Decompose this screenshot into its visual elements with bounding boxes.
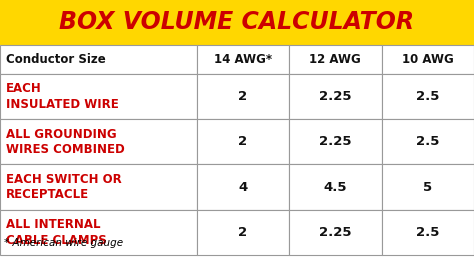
Bar	[0, 45, 197, 74]
Bar	[197, 119, 289, 164]
Bar	[0, 119, 197, 164]
Bar	[0, 164, 197, 210]
Text: BOX VOLUME CALCULATOR: BOX VOLUME CALCULATOR	[59, 10, 415, 34]
Bar	[197, 164, 289, 210]
Text: 2.25: 2.25	[319, 135, 352, 148]
Text: 2: 2	[238, 226, 247, 239]
Text: 2: 2	[238, 135, 247, 148]
Bar	[382, 74, 474, 119]
Text: * American wire gauge: * American wire gauge	[4, 238, 123, 248]
Text: 4: 4	[238, 181, 247, 194]
Bar	[382, 210, 474, 255]
Bar	[289, 210, 382, 255]
Text: 2.5: 2.5	[416, 135, 439, 148]
Text: 2.25: 2.25	[319, 90, 352, 103]
Bar	[197, 45, 289, 74]
Bar	[0, 74, 197, 119]
Text: ALL GROUNDING
WIRES COMBINED: ALL GROUNDING WIRES COMBINED	[6, 128, 125, 156]
Text: Conductor Size: Conductor Size	[6, 53, 105, 66]
Bar	[289, 45, 382, 74]
Bar	[289, 119, 382, 164]
Bar	[382, 164, 474, 210]
Text: 2: 2	[238, 90, 247, 103]
Bar	[382, 45, 474, 74]
Text: 10 AWG: 10 AWG	[402, 53, 454, 66]
Bar	[197, 210, 289, 255]
Bar	[289, 74, 382, 119]
Bar	[0, 0, 474, 45]
Text: 2.5: 2.5	[416, 90, 439, 103]
Text: EACH SWITCH OR
RECEPTACLE: EACH SWITCH OR RECEPTACLE	[6, 173, 121, 201]
Text: 4.5: 4.5	[324, 181, 347, 194]
Text: 2.5: 2.5	[416, 226, 439, 239]
Bar	[289, 164, 382, 210]
Text: 14 AWG*: 14 AWG*	[214, 53, 272, 66]
Text: EACH
INSULATED WIRE: EACH INSULATED WIRE	[6, 82, 118, 111]
Text: 2.25: 2.25	[319, 226, 352, 239]
Text: 5: 5	[423, 181, 432, 194]
Text: ALL INTERNAL
CABLE CLAMPS: ALL INTERNAL CABLE CLAMPS	[6, 218, 107, 247]
Bar	[197, 74, 289, 119]
Text: 12 AWG: 12 AWG	[310, 53, 361, 66]
Bar	[382, 119, 474, 164]
Bar	[0, 210, 197, 255]
